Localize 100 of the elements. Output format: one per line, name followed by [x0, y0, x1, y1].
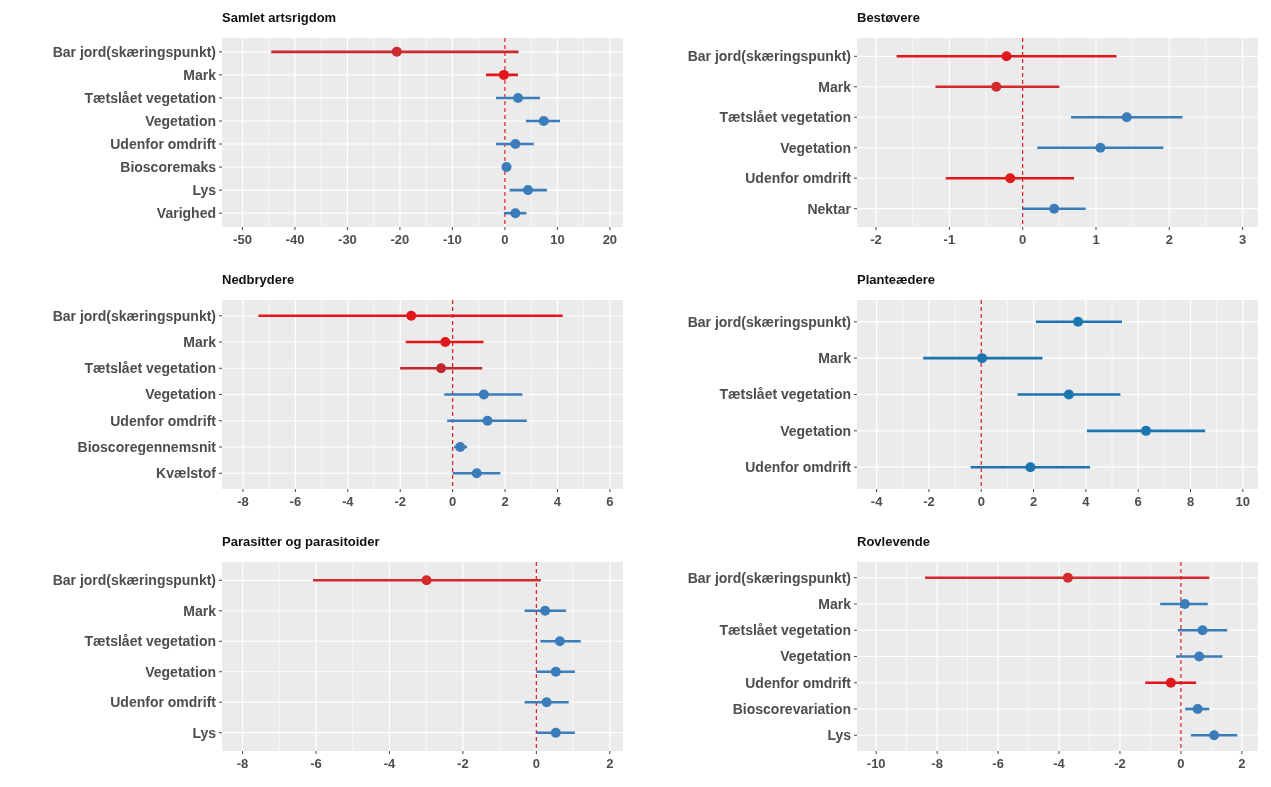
y-tick-label: Bioscoregennemsnit [77, 438, 217, 455]
point [1095, 142, 1106, 153]
x-tick-label: 0 [449, 494, 457, 509]
x-tick-label: 6 [1134, 494, 1142, 509]
y-tick-label: Vegetation [780, 648, 851, 665]
y-tick-label: Mark [183, 333, 217, 350]
point [1005, 173, 1016, 184]
y-tick-label: Bar jord(skæringspunkt) [52, 572, 216, 589]
y-tick-label: Tætslået vegetation [719, 622, 851, 639]
y-tick-label: Udenfor omdrift [745, 170, 852, 187]
point [1141, 425, 1152, 436]
y-tick-label: Mark [818, 595, 852, 612]
y-tick-label: Bar jord(skæringspunkt) [687, 313, 851, 330]
y-tick-label: Udenfor omdrift [110, 135, 217, 152]
x-tick-label: 10 [1235, 494, 1251, 509]
chart-title: Planteædere [857, 272, 936, 287]
x-tick-label: -6 [992, 756, 1004, 771]
y-tick-label: Bioscoremaks [120, 158, 217, 175]
x-tick-label: 2 [1238, 756, 1246, 771]
y-tick-label: Tætslået vegetation [84, 360, 216, 377]
point [550, 666, 561, 677]
point [406, 310, 417, 321]
y-tick-label: Vegetation [145, 663, 216, 680]
point [977, 353, 988, 364]
y-tick-label: Vegetation [780, 422, 851, 439]
x-tick-label: -8 [237, 494, 249, 509]
point [498, 69, 509, 80]
x-tick-label: -4 [870, 494, 884, 509]
point [523, 185, 533, 196]
x-tick-label: -10 [443, 232, 462, 247]
point [1062, 572, 1073, 583]
y-tick-label: Kvælstof [156, 465, 217, 482]
x-tick-label: -50 [233, 232, 252, 247]
point [421, 575, 432, 586]
point [541, 697, 552, 708]
y-tick-label: Nektar [807, 200, 852, 217]
point [538, 115, 549, 126]
y-tick-label: Bar jord(skæringspunkt) [52, 43, 216, 60]
chart-title: Bestøvere [857, 10, 920, 25]
point [1165, 677, 1176, 688]
point [501, 162, 512, 173]
point [1049, 203, 1060, 214]
point [554, 636, 565, 647]
point [1025, 462, 1036, 473]
x-tick-label: -8 [236, 756, 249, 771]
x-tick-label: -20 [390, 232, 410, 247]
x-tick-label: 4 [1082, 494, 1091, 509]
x-tick-label: -6 [310, 756, 322, 771]
y-tick-label: Vegetation [780, 139, 851, 156]
point [391, 46, 402, 57]
y-tick-label: Lys [192, 724, 217, 741]
y-tick-label: Bar jord(skæringspunkt) [687, 569, 851, 586]
x-tick-label: -4 [383, 756, 396, 771]
point [1001, 51, 1012, 62]
y-tick-label: Tætslået vegetation [719, 386, 851, 403]
y-tick-label: Bioscorevariation [732, 700, 851, 717]
x-tick-label: 8 [1186, 494, 1195, 509]
point [1197, 625, 1208, 636]
point [440, 337, 451, 347]
y-tick-label: Mark [183, 602, 217, 619]
x-tick-label: -40 [285, 232, 305, 247]
y-tick-label: Vegetation [145, 112, 216, 129]
x-tick-label: 2 [606, 756, 614, 771]
point [991, 81, 1002, 92]
y-tick-label: Bar jord(skæringspunkt) [52, 307, 216, 324]
point [513, 92, 524, 103]
x-tick-label: 0 [501, 232, 509, 247]
x-tick-label: 0 [1177, 756, 1185, 771]
y-tick-label: Tætslået vegetation [84, 633, 216, 650]
x-tick-label: 0 [1019, 232, 1027, 247]
y-tick-label: Bar jord(skæringspunkt) [687, 48, 851, 65]
x-tick-label: -2 [394, 494, 406, 509]
y-tick-label: Tætslået vegetation [84, 89, 216, 106]
point [1179, 599, 1190, 609]
y-tick-label: Mark [818, 78, 852, 95]
x-tick-label: 3 [1238, 232, 1247, 247]
chart-title: Samlet artsrigdom [222, 10, 337, 25]
point [1121, 112, 1132, 123]
x-tick-label: 2 [1029, 494, 1038, 509]
x-tick-label: -2 [1114, 756, 1126, 771]
x-tick-label: -2 [457, 756, 469, 771]
y-tick-label: Tætslået vegetation [719, 109, 851, 126]
x-tick-label: -6 [289, 494, 302, 509]
x-tick-label: 0 [977, 494, 985, 509]
point [1192, 704, 1203, 714]
point [540, 605, 551, 616]
x-tick-label: -2 [923, 494, 935, 509]
y-tick-label: Udenfor omdrift [110, 412, 217, 429]
x-tick-label: 2 [501, 494, 509, 509]
y-tick-label: Udenfor omdrift [745, 674, 852, 691]
point [436, 363, 447, 374]
x-tick-label: -4 [342, 494, 355, 509]
point [1063, 389, 1074, 400]
x-tick-label: 2 [1165, 232, 1173, 247]
y-tick-label: Vegetation [145, 386, 216, 403]
y-tick-label: Udenfor omdrift [745, 459, 852, 476]
y-tick-label: Mark [818, 350, 852, 367]
point [510, 208, 521, 219]
x-tick-label: 6 [606, 494, 614, 509]
point [1194, 651, 1205, 662]
